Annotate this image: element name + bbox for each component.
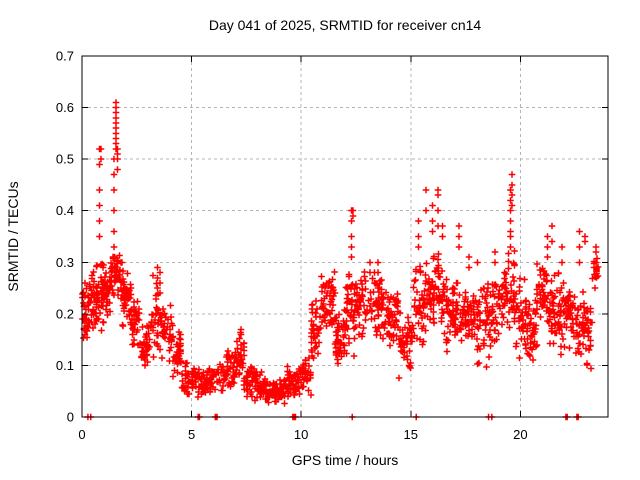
scatter-markers [79, 99, 602, 407]
chart-title: Day 041 of 2025, SRMTID for receiver cn1… [209, 17, 482, 33]
plot-border [81, 55, 609, 418]
y-tick-label-0.5: 0.5 [56, 152, 74, 167]
x-axis-label: GPS time / hours [292, 452, 399, 468]
y-tick-label-0.4: 0.4 [56, 203, 74, 218]
y-axis-label: SRMTID / TECUs [5, 181, 21, 291]
y-tick-label-0.2: 0.2 [56, 306, 74, 321]
y-tick-label-0.7: 0.7 [56, 49, 74, 64]
x-tick-label-10: 10 [294, 427, 308, 442]
x-tick-label-20: 20 [513, 427, 527, 442]
y-tick-label-0: 0 [67, 410, 74, 425]
x-tick-label-0: 0 [78, 427, 85, 442]
x-tick-label-15: 15 [404, 427, 418, 442]
grid-lines [82, 56, 608, 417]
x-tick-label-5: 5 [188, 427, 195, 442]
data-points [79, 99, 602, 407]
axis-ticks [81, 55, 608, 418]
y-tick-labels: 0 0.1 0.2 0.3 0.4 0.5 0.6 0.7 [56, 49, 74, 425]
y-tick-label-0.3: 0.3 [56, 255, 74, 270]
y-tick-label-0.1: 0.1 [56, 358, 74, 373]
y-tick-label-0.6: 0.6 [56, 100, 74, 115]
x-tick-labels: 0 5 10 15 20 [78, 427, 527, 442]
